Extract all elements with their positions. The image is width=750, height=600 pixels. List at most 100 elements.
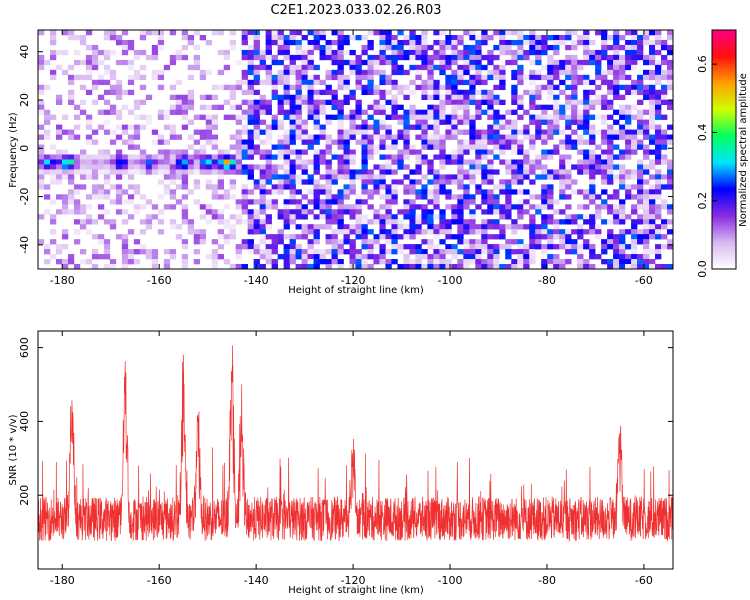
heatmap-cell <box>157 164 165 170</box>
heatmap-cell <box>643 39 650 46</box>
heatmap-cell <box>361 144 368 150</box>
heatmap-cell <box>343 49 350 56</box>
heatmap-cell <box>415 159 422 165</box>
heatmap-cell <box>253 134 260 140</box>
heatmap-cell <box>217 234 225 240</box>
heatmap-cell <box>289 64 296 71</box>
heatmap-cell <box>487 159 494 165</box>
heatmap-cell <box>169 189 177 195</box>
heatmap-cell <box>211 30 219 36</box>
heatmap-cell <box>253 214 260 220</box>
heatmap-cell <box>265 109 272 115</box>
heatmap-cell <box>643 234 650 240</box>
heatmap-cell <box>133 49 141 56</box>
heatmap-cell <box>61 234 69 240</box>
heatmap-cell <box>355 234 362 240</box>
heatmap-cell <box>637 114 644 120</box>
x-tick-label: -100 <box>438 274 463 287</box>
heatmap-cell <box>283 69 290 76</box>
heatmap-cell <box>421 239 428 245</box>
heatmap-cell <box>133 249 141 255</box>
heatmap-cell <box>631 59 638 66</box>
heatmap-cell <box>109 259 117 265</box>
heatmap-cell <box>295 129 302 135</box>
heatmap-cell <box>55 64 63 71</box>
heatmap-cell <box>331 254 338 260</box>
heatmap-cell <box>355 79 362 86</box>
heatmap-cell <box>289 104 296 110</box>
heatmap-cell <box>415 39 422 46</box>
heatmap-cell <box>343 224 350 230</box>
heatmap-cell <box>529 30 536 36</box>
heatmap-cell <box>277 30 284 36</box>
heatmap-cell <box>655 99 662 105</box>
heatmap-cell <box>433 144 440 150</box>
heatmap-cell <box>631 169 638 175</box>
heatmap-cell <box>73 154 81 160</box>
heatmap-cell <box>655 134 662 140</box>
heatmap-cell <box>403 69 410 76</box>
heatmap-cell <box>541 229 548 235</box>
heatmap-cell <box>655 39 662 46</box>
heatmap-cell <box>589 184 596 190</box>
heatmap-cell <box>133 189 141 195</box>
heatmap-cell <box>589 199 596 205</box>
heatmap-cell <box>91 164 99 170</box>
heatmap-cell <box>427 189 434 195</box>
heatmap-cell <box>595 114 602 120</box>
heatmap-cell <box>193 30 201 36</box>
heatmap-cell <box>541 149 548 155</box>
heatmap-cell <box>523 189 530 195</box>
heatmap-cell <box>649 84 656 91</box>
heatmap-cell <box>283 184 290 190</box>
heatmap-cell <box>391 39 398 46</box>
heatmap-cell <box>637 54 644 61</box>
heatmap-cell <box>619 114 626 120</box>
heatmap-cell <box>361 184 368 190</box>
heatmap-cell <box>307 144 314 150</box>
heatmap-cell <box>523 254 530 260</box>
heatmap-cell <box>355 129 362 135</box>
heatmap-cell <box>307 224 314 230</box>
heatmap-cell <box>265 259 272 265</box>
heatmap-cell <box>337 109 344 115</box>
heatmap-cell <box>391 234 398 240</box>
heatmap-cell <box>433 179 440 185</box>
heatmap-cell <box>295 89 302 96</box>
heatmap-cell <box>277 134 284 140</box>
y-tick-label: 600 <box>18 337 31 358</box>
heatmap-cell <box>241 124 248 130</box>
heatmap-cell <box>217 174 225 180</box>
heatmap-cell <box>433 124 440 130</box>
heatmap-cell <box>391 229 398 235</box>
heatmap-cell <box>403 149 410 155</box>
heatmap-cell <box>343 144 350 150</box>
heatmap-cell <box>259 49 266 56</box>
heatmap-cell <box>457 219 464 225</box>
heatmap-cell <box>649 159 656 165</box>
heatmap-cell <box>265 139 272 145</box>
heatmap-cell <box>217 164 225 170</box>
heatmap-cell <box>535 69 542 76</box>
heatmap-cell <box>559 169 566 175</box>
heatmap-cell <box>613 30 620 36</box>
heatmap-cell <box>73 199 81 205</box>
heatmap-cell <box>427 259 434 265</box>
heatmap-cell <box>361 59 368 66</box>
heatmap-cell <box>613 219 620 225</box>
heatmap-cell <box>511 224 518 230</box>
heatmap-cell <box>301 94 308 101</box>
heatmap-cell <box>181 169 189 175</box>
heatmap-cell <box>541 74 548 81</box>
heatmap-cell <box>253 79 260 86</box>
heatmap-cell <box>523 224 530 230</box>
heatmap-cell <box>277 209 284 215</box>
heatmap-cell <box>295 264 302 270</box>
heatmap-cell <box>427 144 434 150</box>
heatmap-cell <box>289 129 296 135</box>
heatmap-cell <box>439 114 446 120</box>
heatmap-cell <box>523 89 530 96</box>
heatmap-cell <box>217 30 225 36</box>
heatmap-cell <box>517 44 524 51</box>
heatmap-cell <box>577 74 584 81</box>
